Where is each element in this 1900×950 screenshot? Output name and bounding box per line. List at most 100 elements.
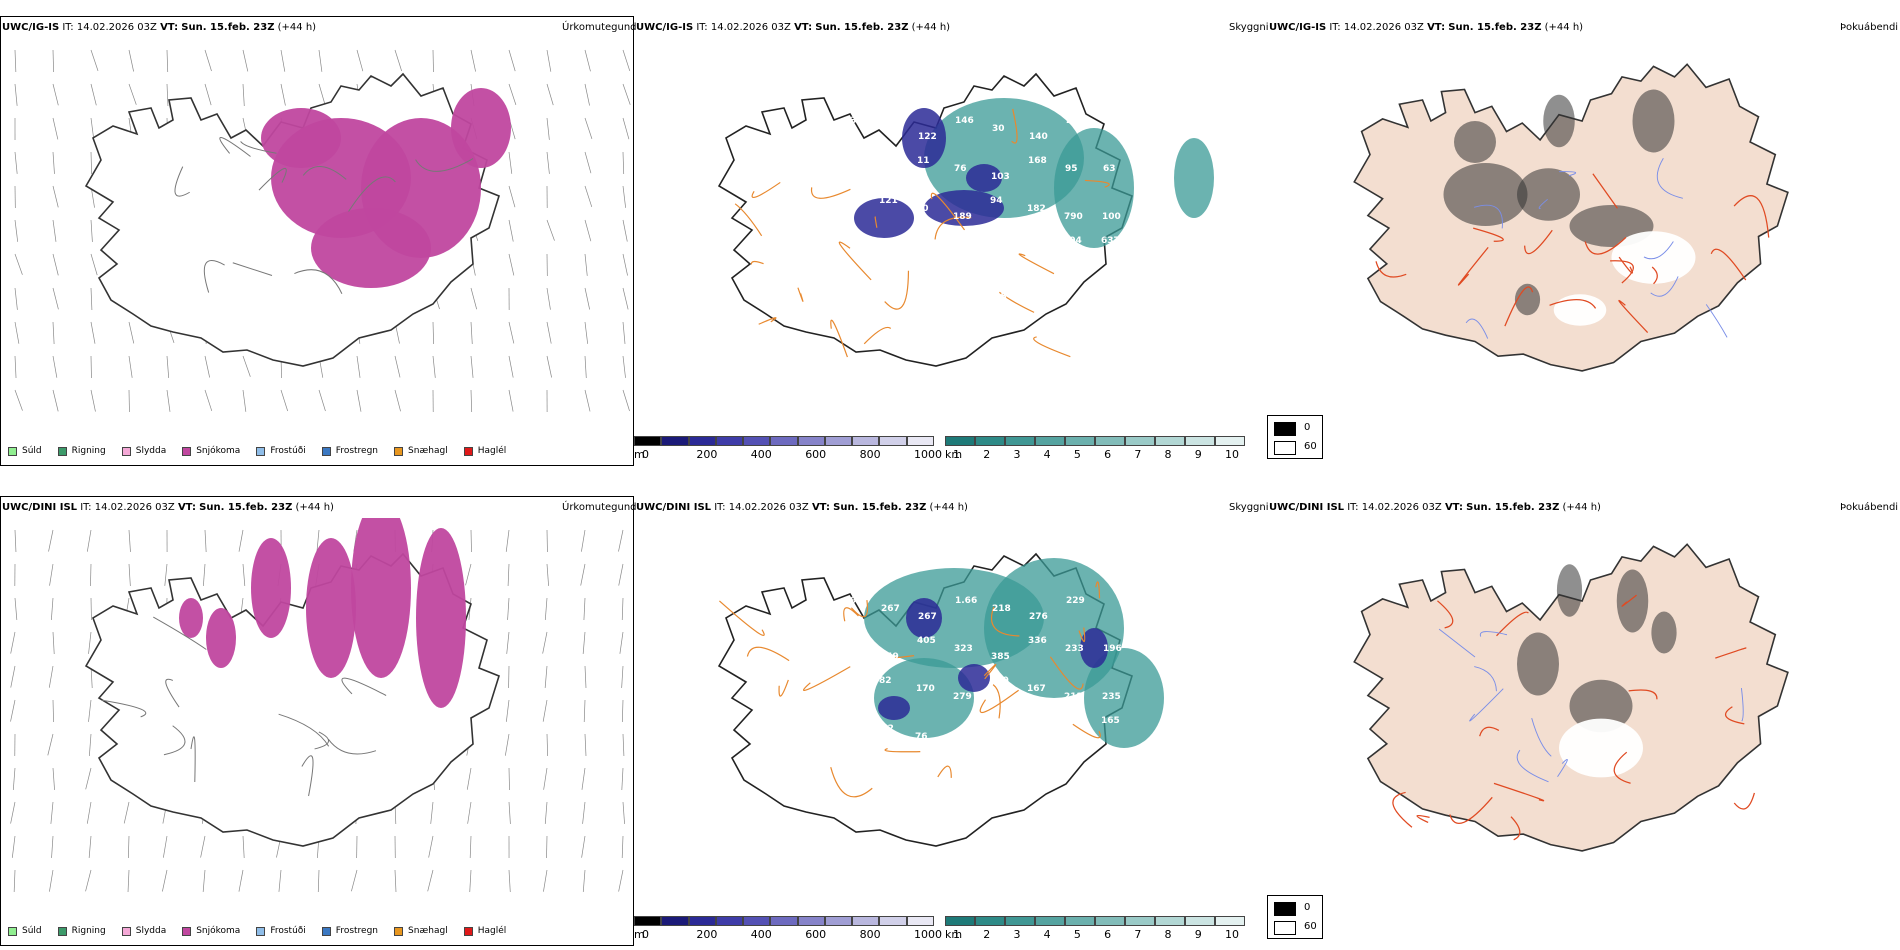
wind-barb <box>10 801 16 824</box>
road-line <box>830 319 848 358</box>
wind-barb <box>14 253 23 275</box>
road-line <box>1715 647 1747 659</box>
fog-high-area <box>1651 611 1677 654</box>
colorbar-unit: km <box>945 448 963 461</box>
road-line <box>1473 227 1504 242</box>
wind-barb <box>581 767 586 790</box>
road-line <box>734 203 763 237</box>
road-line <box>1018 253 1055 275</box>
colorbar-segment <box>1215 436 1245 446</box>
legend-swatch <box>463 446 473 456</box>
wind-barb <box>166 83 169 106</box>
wind-barb <box>280 49 286 72</box>
wind-barb <box>584 287 590 310</box>
wind-barb <box>621 597 624 620</box>
wind-barb <box>90 117 95 140</box>
legend-item: Snjókoma <box>182 926 240 936</box>
ceiling-value: 457 <box>881 124 900 134</box>
road-line <box>1493 782 1545 802</box>
colorbar-segment <box>634 436 662 446</box>
ceiling-value: 94 <box>990 196 1003 206</box>
ceiling-value: 637 <box>1101 236 1120 246</box>
road-line <box>751 181 781 199</box>
legend-item: Súld <box>8 926 42 936</box>
ceiling-value: 218 <box>992 604 1011 614</box>
colorbar-tick-label: 600 <box>805 448 827 461</box>
river-line <box>1650 276 1679 297</box>
road-line <box>838 241 872 281</box>
colorbar-segment <box>824 436 853 446</box>
wind-barb <box>127 869 130 892</box>
ceiling-value: 234 <box>1100 284 1119 294</box>
wind-barb <box>14 49 17 72</box>
road-line <box>327 738 377 755</box>
wind-barb <box>85 869 92 892</box>
road-line <box>1592 173 1618 209</box>
wind-barb <box>242 563 246 586</box>
ceiling-value: 168 <box>1028 156 1047 166</box>
wind-barb <box>622 321 626 344</box>
ceiling-value: 167 <box>1027 684 1046 694</box>
road-line <box>294 269 343 294</box>
wind-barb <box>90 389 96 412</box>
wind-barb <box>546 219 555 241</box>
it-value: 14.02.2026 03Z <box>1343 22 1424 33</box>
wind-barb <box>316 529 320 552</box>
road-line <box>190 736 196 783</box>
wind-barb <box>508 801 511 824</box>
ceiling-value: 76 <box>915 732 928 742</box>
it-label: IT: <box>80 502 92 513</box>
fog-high-area <box>1517 632 1559 696</box>
road-line <box>1549 299 1597 309</box>
road-line <box>863 326 892 345</box>
fog-legend-swatch <box>1274 441 1296 455</box>
wind-barb <box>508 253 515 276</box>
wind-barb <box>238 529 244 552</box>
legend-swatch <box>182 926 192 936</box>
wind-barb <box>621 699 624 723</box>
legend-label: Súld <box>22 446 42 456</box>
colorbar-segment <box>770 916 798 926</box>
fog-high-area <box>1569 679 1633 733</box>
wind-barb <box>48 529 54 552</box>
legend-item: Snæhagl <box>394 926 448 936</box>
wind-barb <box>280 389 288 412</box>
vt-value: Sun. 15.feb. 23Z <box>815 22 909 33</box>
wind-barb <box>318 389 326 412</box>
coastline <box>1353 543 1789 852</box>
snowfall-area <box>311 208 431 288</box>
wind-barb <box>204 83 212 106</box>
fog-high-area <box>1454 121 1496 163</box>
road-line <box>1621 594 1637 607</box>
fog-title: Þokuábendi <box>1840 22 1899 33</box>
wind-barb <box>280 83 286 106</box>
wind-barb <box>52 253 59 276</box>
road-line <box>278 713 330 747</box>
road-line <box>990 606 1020 637</box>
wind-barb <box>508 355 514 378</box>
wind-barb <box>90 563 92 587</box>
wind-barb <box>394 869 397 892</box>
colorbar-tick-label: 200 <box>696 448 718 461</box>
precip-panel-bottom: UWC/DINI ISL IT: 14.02.2026 03Z VT: Sun.… <box>0 490 637 946</box>
wind-barb <box>90 219 93 242</box>
road-line <box>719 600 765 636</box>
colorbar-tick-label: 5 <box>1073 448 1081 461</box>
precip-title: Úrkomutegund <box>562 502 637 513</box>
wind-barb <box>204 49 212 72</box>
road-line <box>1710 248 1747 281</box>
cloud-title: Skyggni <box>1229 22 1269 33</box>
colorbar-segment <box>1095 916 1125 926</box>
wind-barb <box>582 631 586 654</box>
fog-high-area <box>1632 89 1675 153</box>
legend-item: Súld <box>8 446 42 456</box>
wind-barb <box>507 597 510 620</box>
road-line <box>1437 600 1454 629</box>
ceiling-value: 121 <box>879 196 898 206</box>
wind-barb <box>619 631 624 654</box>
river-line <box>1465 318 1489 339</box>
colorbar-segment <box>1065 916 1095 926</box>
cloud-map: 231 457 122 146 30 140 202 63 82 11 76 103 168 95 100 1… <box>717 72 1214 367</box>
colorbar-segment <box>715 916 744 926</box>
low-ceiling-area <box>966 164 1002 192</box>
